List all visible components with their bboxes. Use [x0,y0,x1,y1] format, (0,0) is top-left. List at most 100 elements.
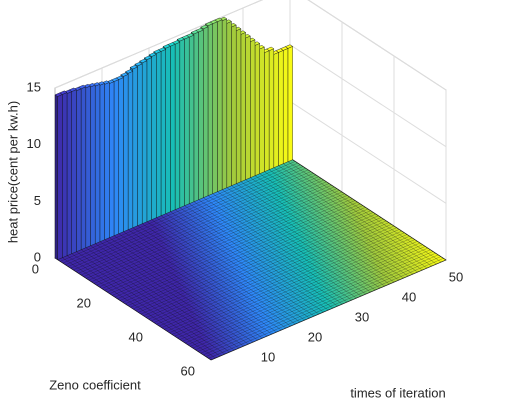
bar-front [231,24,237,187]
floor-line [99,186,335,288]
bar-front [165,45,171,215]
floor-line [197,251,434,352]
floor-line [179,239,415,340]
floor-line [122,202,358,303]
bar-top [125,69,134,74]
y-tick-label: 40 [129,329,143,344]
bar-front [193,31,199,203]
floor-line [75,171,311,272]
bar-front [250,39,256,179]
bar-front [109,81,115,239]
bar-front [235,28,242,185]
bar-front [174,41,181,211]
floor-line [205,256,441,357]
bar-front [170,43,176,213]
bar-front [226,21,232,189]
bar-front [207,23,213,197]
floor-line [177,237,413,339]
floor-line [73,169,309,271]
floor-line [101,188,337,289]
bar-front [66,91,72,257]
bar-front [151,54,157,221]
bar-front [203,26,209,199]
floor-line [203,254,439,356]
bar-front [160,49,166,217]
bar-top [204,21,214,26]
bar-top [176,37,185,42]
bar [54,92,63,261]
floor-line [169,232,405,333]
bar-front [188,34,195,205]
floor-line [127,205,363,306]
bar-front [283,48,289,165]
floor-line [78,173,314,274]
floor-line [138,212,374,313]
bar-front [127,70,134,231]
bar-front [85,85,91,249]
bar-front [268,48,274,171]
floor-line [130,207,366,308]
bar-front [179,38,185,209]
floor-line [106,191,343,293]
floor-line [135,210,371,311]
floor-line [96,185,332,286]
floor-line [67,166,304,267]
bar-front [113,79,119,237]
floor-line [192,247,428,349]
bar-top [134,61,143,67]
floor-line [60,161,296,262]
bar-front [245,35,251,181]
bar-front [217,19,223,193]
y-tick-label: 20 [77,295,91,310]
floor-line [88,179,324,281]
bar-front [212,21,218,195]
floor-line [93,183,330,284]
floor-line [164,229,400,330]
z-tick-label: 0 [34,249,41,264]
bar-top [120,72,129,77]
floor-line [125,203,361,305]
bar-front [141,60,148,225]
bar-front [273,52,279,169]
bar-side [54,94,58,261]
bar-front [184,36,190,207]
bar-front [118,77,124,235]
bar-front [99,82,105,243]
z-tick-label: 15 [27,79,41,94]
bar-front [254,43,260,177]
bar-front [278,50,284,167]
z-tick-label: 10 [27,136,41,151]
bar-front [57,94,63,261]
floor-line [158,225,395,327]
floor-line [208,258,444,359]
bar-top [153,49,162,54]
floor-line [161,227,397,328]
x-tick-label: 30 [355,309,369,324]
floor-line [62,162,298,264]
floor-line [190,246,426,347]
y-axis-label: Zeno coefficient [49,377,141,392]
y-tick-label: 60 [181,363,195,378]
bar-front [80,86,87,251]
floor-line [187,244,423,345]
bar-front [287,46,293,163]
floor-line [86,178,322,279]
z-tick-label: 5 [34,193,41,208]
floor-line [143,215,379,316]
bar-front [221,18,228,191]
bar-front [76,88,82,253]
floor-line [171,234,408,335]
floor-line [65,164,301,265]
floor-line [195,249,431,350]
floor-line [151,220,387,322]
floor-line [83,176,319,277]
x-tick-label: 40 [402,289,416,304]
bar-top [54,92,63,97]
x-tick-label: 10 [261,349,275,364]
floor-line [145,217,382,318]
x-tick-label: 20 [308,329,322,344]
bar-front [71,89,77,255]
floor-line [210,259,447,361]
z-axis-label: heat price(cent per kw.h) [5,101,20,243]
